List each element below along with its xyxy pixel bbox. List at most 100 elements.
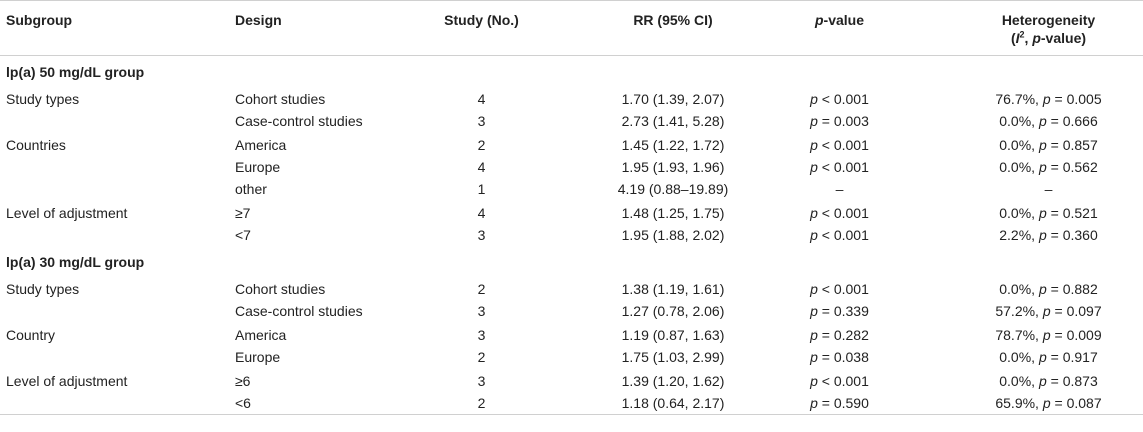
table-body: lp(a) 50 mg/dL group Study types Cohort st… xyxy=(0,56,1143,415)
design-cell: Case-control studies xyxy=(235,303,363,319)
header-het-open: ( xyxy=(1010,30,1016,46)
design-cell: other xyxy=(235,181,267,197)
design-cell: Europe xyxy=(235,159,281,175)
design-cell: <7 xyxy=(235,227,251,243)
heterogeneity-cell: 76.7%, p = 0.005 xyxy=(995,91,1102,107)
heterogeneity-cell: 0.0%, p = 0.562 xyxy=(999,159,1098,175)
rr-cell: 1.27 (0.78, 2.06) xyxy=(621,303,725,319)
rr-cell: 1.39 (1.20, 1.62) xyxy=(621,373,725,389)
table-row: Level of adjustment ≥6 3 1.39 (1.20, 1.62) p… xyxy=(0,370,1143,392)
pvalue-cell: – xyxy=(835,181,844,197)
table-header: Subgroup Design Study (No.) RR (95% CI) … xyxy=(0,0,1143,56)
table-row: Europe 2 1.75 (1.03, 2.99) p = 0.038 0.0%, p… xyxy=(0,346,1143,368)
heterogeneity-cell: 0.0%, p = 0.857 xyxy=(999,137,1098,153)
table-row: Country America 3 1.19 (0.87, 1.63) p = 0.28… xyxy=(0,324,1143,346)
header-het-line1: Heterogeneity xyxy=(1001,12,1096,28)
table-row: <6 2 1.18 (0.64, 2.17) p = 0.590 65.9%, p = … xyxy=(0,392,1143,415)
pvalue-cell: p < 0.001 xyxy=(810,205,869,221)
header-het-p: p xyxy=(1032,30,1041,46)
study-count-cell: 2 xyxy=(477,349,486,365)
header-het-rest: -value) xyxy=(1040,30,1087,46)
section-title: lp(a) 30 mg/dL group xyxy=(6,254,145,270)
table-row: Countries America 2 1.45 (1.22, 1.72) p < 0.… xyxy=(0,134,1143,156)
design-cell: ≥6 xyxy=(235,373,251,389)
table-row: Study types Cohort studies 4 1.70 (1.39, 2.… xyxy=(0,88,1143,110)
header-pvalue-p: p xyxy=(814,12,824,28)
design-cell: Cohort studies xyxy=(235,91,326,107)
results-table: Subgroup Design Study (No.) RR (95% CI) … xyxy=(0,0,1143,415)
heterogeneity-cell: 2.2%, p = 0.360 xyxy=(999,227,1098,243)
header-pvalue: p-value xyxy=(770,11,909,29)
header-rr: RR (95% CI) xyxy=(633,12,713,28)
section-title: lp(a) 50 mg/dL group xyxy=(6,64,145,80)
rr-cell: 1.18 (0.64, 2.17) xyxy=(621,395,725,411)
design-cell: Europe xyxy=(235,349,281,365)
header-het-i: I xyxy=(1015,30,1020,46)
design-cell: ≥7 xyxy=(235,205,251,221)
section-title-row: lp(a) 30 mg/dL group xyxy=(0,251,1143,273)
subgroup-label: Level of adjustment xyxy=(6,205,128,221)
heterogeneity-cell: 0.0%, p = 0.882 xyxy=(999,281,1098,297)
pvalue-cell: p = 0.590 xyxy=(810,395,869,411)
rr-cell: 1.45 (1.22, 1.72) xyxy=(621,137,725,153)
pvalue-cell: p < 0.001 xyxy=(810,281,869,297)
subgroup-label: Country xyxy=(6,327,56,343)
table-row: Case-control studies 3 2.73 (1.41, 5.28) p … xyxy=(0,110,1143,132)
pvalue-cell: p = 0.282 xyxy=(810,327,869,343)
table-row: Europe 4 1.95 (1.93, 1.96) p < 0.001 0.0%, p… xyxy=(0,156,1143,178)
pvalue-cell: p < 0.001 xyxy=(810,91,869,107)
heterogeneity-cell: 78.7%, p = 0.009 xyxy=(995,327,1102,343)
header-design: Design xyxy=(235,12,282,28)
header-het-comma: , xyxy=(1024,30,1033,46)
heterogeneity-cell: 57.2%, p = 0.097 xyxy=(995,303,1102,319)
pvalue-cell: p = 0.339 xyxy=(810,303,869,319)
table-row: Study types Cohort studies 2 1.38 (1.19, 1.… xyxy=(0,278,1143,300)
study-count-cell: 3 xyxy=(477,303,486,319)
subgroup-label: Study types xyxy=(6,281,80,297)
design-cell: America xyxy=(235,137,287,153)
rr-cell: 1.48 (1.25, 1.75) xyxy=(621,205,725,221)
study-count-cell: 4 xyxy=(477,205,486,221)
heterogeneity-cell: 0.0%, p = 0.873 xyxy=(999,373,1098,389)
header-het-line2: (I2, p-value) xyxy=(954,29,1143,47)
table-row: <7 3 1.95 (1.88, 2.02) p < 0.001 2.2%, p = 0… xyxy=(0,224,1143,246)
heterogeneity-cell: 0.0%, p = 0.521 xyxy=(999,205,1098,221)
rr-cell: 4.19 (0.88–19.89) xyxy=(617,181,729,197)
subgroup-label: Study types xyxy=(6,91,80,107)
table-row: Level of adjustment ≥7 4 1.48 (1.25, 1.75) p… xyxy=(0,202,1143,224)
study-count-cell: 3 xyxy=(477,327,486,343)
pvalue-cell: p < 0.001 xyxy=(810,137,869,153)
design-cell: Cohort studies xyxy=(235,281,326,297)
study-count-cell: 4 xyxy=(477,159,486,175)
pvalue-cell: p < 0.001 xyxy=(810,159,869,175)
rr-cell: 1.95 (1.93, 1.96) xyxy=(621,159,725,175)
header-study: Study (No.) xyxy=(444,12,519,28)
study-count-cell: 2 xyxy=(477,137,486,153)
header-het-sup: 2 xyxy=(1019,29,1025,40)
rr-cell: 1.38 (1.19, 1.61) xyxy=(621,281,725,297)
pvalue-cell: p = 0.003 xyxy=(810,113,869,129)
heterogeneity-cell: – xyxy=(1044,181,1053,197)
rr-cell: 1.95 (1.88, 2.02) xyxy=(621,227,725,243)
table-row: Case-control studies 3 1.27 (0.78, 2.06) p … xyxy=(0,300,1143,322)
design-cell: America xyxy=(235,327,287,343)
pvalue-cell: p < 0.001 xyxy=(810,373,869,389)
heterogeneity-cell: 65.9%, p = 0.087 xyxy=(995,395,1102,411)
study-count-cell: 4 xyxy=(477,91,486,107)
rr-cell: 1.75 (1.03, 2.99) xyxy=(621,349,725,365)
design-cell: Case-control studies xyxy=(235,113,363,129)
pvalue-cell: p < 0.001 xyxy=(810,227,869,243)
header-subgroup: Subgroup xyxy=(6,12,73,28)
rr-cell: 1.19 (0.87, 1.63) xyxy=(621,327,725,343)
design-cell: <6 xyxy=(235,395,251,411)
rr-cell: 2.73 (1.41, 5.28) xyxy=(621,113,725,129)
subgroup-label: Countries xyxy=(6,137,66,153)
study-count-cell: 3 xyxy=(477,227,486,243)
study-count-cell: 1 xyxy=(477,181,486,197)
header-heterogeneity: Heterogeneity (I2, p-value) xyxy=(954,11,1143,47)
study-count-cell: 2 xyxy=(477,395,486,411)
rr-cell: 1.70 (1.39, 2.07) xyxy=(621,91,725,107)
study-count-cell: 3 xyxy=(477,113,486,129)
study-count-cell: 3 xyxy=(477,373,486,389)
pvalue-cell: p = 0.038 xyxy=(810,349,869,365)
